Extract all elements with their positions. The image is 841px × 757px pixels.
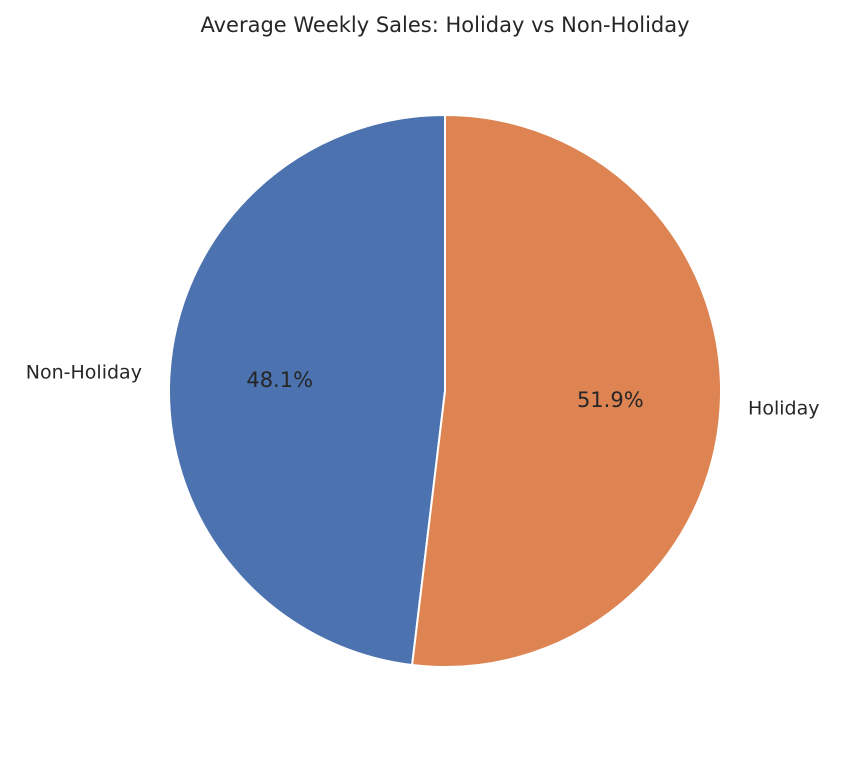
pie-labels: Non-Holiday 48.1% Holiday 51.9%: [26, 361, 820, 419]
pie-slice-holiday: [411, 113, 722, 668]
slice-percent-holiday: 51.9%: [577, 388, 644, 412]
slice-label-holiday: Holiday: [748, 398, 819, 420]
slice-label-non-holiday: Non-Holiday: [26, 361, 142, 383]
slice-percent-non-holiday: 48.1%: [246, 368, 313, 392]
chart-title: Average Weekly Sales: Holiday vs Non-Hol…: [200, 13, 689, 37]
pie-slice-non-holiday: [168, 113, 446, 667]
pie-slices: [168, 113, 722, 668]
